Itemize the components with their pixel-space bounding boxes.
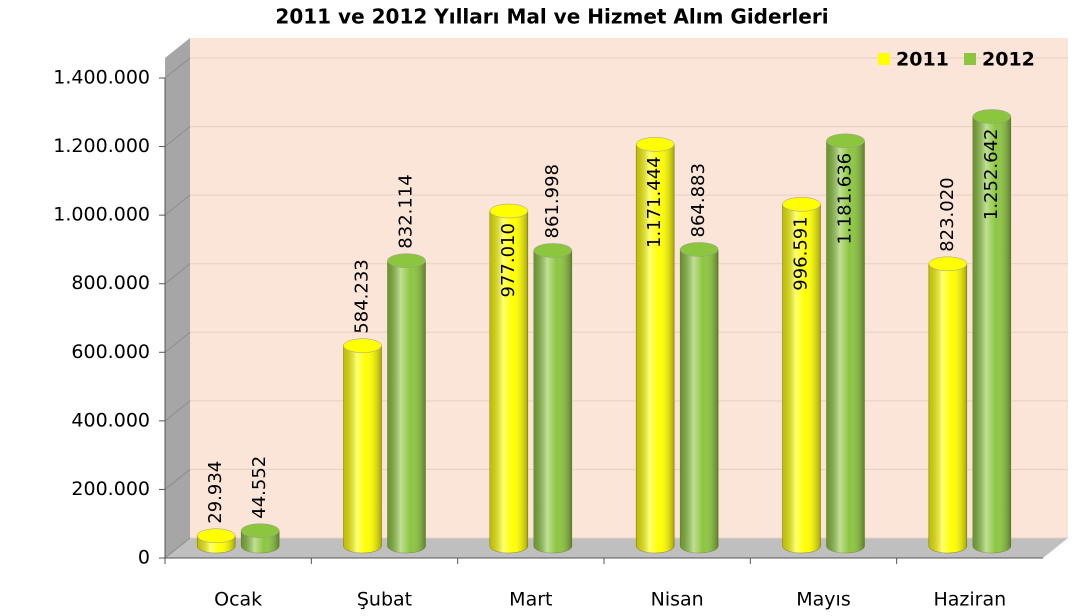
bar-shade (636, 144, 675, 553)
value-label: 832.114 (396, 174, 417, 248)
x-tick-label: Mayıs (796, 589, 850, 611)
bar-top (826, 133, 865, 149)
x-tick-label: Mart (509, 589, 552, 611)
grid-line (164, 57, 191, 79)
bar-shade (928, 263, 967, 553)
bar-top (533, 243, 573, 258)
bar-shade (680, 249, 719, 553)
legend-swatch (878, 53, 890, 65)
bar-top (343, 338, 382, 353)
grid-line (164, 537, 191, 559)
legend-label: 2012 (982, 49, 1035, 71)
grid-line (164, 194, 191, 216)
bar-top (972, 109, 1012, 124)
y-tick-label: 800.000 (71, 272, 150, 294)
value-label: 1.252.642 (981, 129, 1002, 221)
chart-title: 2011 ve 2012 Yılları Mal ve Hizmet Alım … (275, 5, 828, 29)
x-tick-label: Haziran (933, 589, 1006, 611)
value-label: 1.181.636 (835, 153, 856, 245)
y-tick-label: 1.000.000 (53, 204, 150, 226)
y-tick-label: 200.000 (71, 478, 150, 500)
bar-top (928, 256, 968, 272)
value-label: 861.998 (542, 164, 563, 238)
bar-shade (387, 260, 426, 553)
legend-label: 2011 (896, 49, 949, 71)
legend-swatch (964, 53, 976, 65)
bar-top (635, 137, 675, 152)
y-tick-label: 1.200.000 (53, 135, 150, 157)
grid-line (164, 331, 191, 353)
bar-shade (489, 211, 528, 553)
value-label: 584.233 (352, 259, 373, 333)
value-label: 977.010 (498, 223, 519, 297)
x-tick-label: Ocak (214, 589, 262, 611)
bar-shade (343, 345, 382, 553)
bar-top (387, 253, 426, 268)
bar-top (782, 197, 821, 212)
y-tick-label: 1.400.000 (53, 67, 150, 89)
value-label: 864.883 (688, 163, 709, 237)
bar-top (679, 242, 719, 257)
bar-top (240, 523, 280, 538)
value-label: 44.552 (249, 456, 270, 519)
grid-line (164, 126, 191, 147)
grid-line (164, 263, 191, 285)
value-label: 1.171.444 (644, 156, 665, 248)
value-label: 823.020 (937, 177, 958, 251)
grid-line (164, 400, 191, 422)
bar-top (196, 528, 236, 543)
side-wall (165, 38, 190, 558)
grid-line (164, 469, 191, 490)
value-label: 29.934 (205, 461, 226, 524)
y-tick-label: 600.000 (71, 341, 150, 363)
x-tick-label: Şubat (357, 589, 412, 611)
y-tick-label: 0 (138, 547, 150, 569)
bar-shade (972, 116, 1011, 554)
bar-shade (826, 140, 865, 553)
bar-top (489, 203, 529, 219)
bar-shade (533, 250, 572, 553)
x-tick-label: Nisan (651, 589, 704, 611)
bar-shade (782, 204, 821, 554)
y-tick-label: 400.000 (71, 409, 150, 431)
value-label: 996.591 (791, 216, 812, 290)
